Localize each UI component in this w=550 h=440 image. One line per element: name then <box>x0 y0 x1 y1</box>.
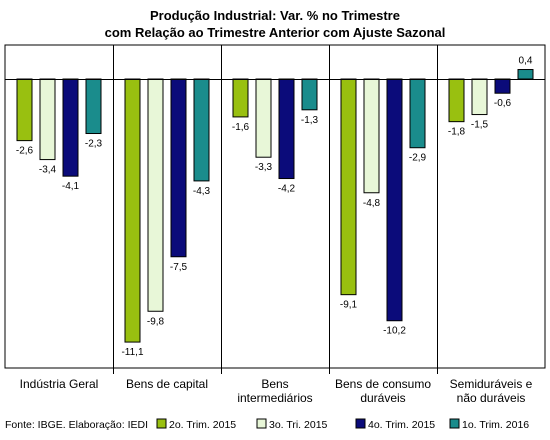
data-label: -1,3 <box>301 115 319 126</box>
data-label: -3,3 <box>255 162 273 173</box>
bar <box>340 78 357 296</box>
legend-swatch <box>449 418 460 429</box>
data-label: -11,1 <box>121 347 143 358</box>
data-label: -1,8 <box>448 127 466 138</box>
legend-label: 4o. Trim. 2015 <box>368 419 435 431</box>
data-label: -10,2 <box>383 326 406 337</box>
data-label: -4,1 <box>62 181 80 192</box>
category-label: não duráveis <box>457 391 526 405</box>
bar <box>39 78 56 161</box>
bar <box>85 78 102 135</box>
bar <box>170 78 187 258</box>
bar <box>232 78 249 118</box>
bar <box>517 69 534 80</box>
category-label: Indústria Geral <box>20 377 99 391</box>
category-label: Bens <box>261 377 288 391</box>
category-label: duráveis <box>360 391 405 405</box>
data-label: -9,8 <box>147 316 165 327</box>
plot-frame <box>4 44 546 369</box>
bar <box>471 78 488 116</box>
source-note: Fonte: IBGE. Elaboração: IEDI <box>5 419 148 431</box>
category-label: Bens de capital <box>126 377 208 391</box>
data-label: -4,2 <box>278 184 296 195</box>
bar <box>62 78 79 177</box>
bar <box>278 78 295 180</box>
data-label: -2,6 <box>16 146 34 157</box>
bar <box>448 78 465 123</box>
bar <box>124 78 141 343</box>
bar <box>409 78 426 149</box>
bar <box>363 78 380 194</box>
bar <box>301 78 318 111</box>
bar <box>255 78 272 158</box>
legend-swatch <box>355 418 366 429</box>
bar <box>494 78 511 94</box>
legend-label: 3o. Tri. 2015 <box>269 419 328 431</box>
category-label: Semiduráveis e <box>450 377 533 391</box>
legend-label: 2o. Trim. 2015 <box>169 419 236 431</box>
category-label: Bens de consumo <box>335 377 431 391</box>
bar <box>193 78 210 182</box>
data-label: 0,4 <box>519 56 533 67</box>
data-label: -1,6 <box>232 122 250 133</box>
legend-swatch <box>256 418 267 429</box>
data-label: -9,1 <box>340 300 358 311</box>
data-label: -3,4 <box>39 165 57 176</box>
bar <box>147 78 164 312</box>
legend-label: 1o. Trim. 2016 <box>462 419 529 431</box>
category-label: intermediários <box>237 391 312 405</box>
data-label: -7,5 <box>170 262 188 273</box>
data-label: -4,8 <box>363 198 381 209</box>
data-label: -0,6 <box>494 98 512 109</box>
data-label: -1,5 <box>471 120 489 131</box>
data-label: -4,3 <box>193 186 211 197</box>
bar <box>386 78 403 322</box>
data-label: -2,3 <box>85 139 103 150</box>
chart-subtitle: com Relação ao Trimestre Anterior com Aj… <box>104 25 446 40</box>
data-label: -2,9 <box>409 153 427 164</box>
legend-swatch <box>156 418 167 429</box>
chart-title: Produção Industrial: Var. % no Trimestre <box>150 8 400 23</box>
bar <box>16 78 33 142</box>
